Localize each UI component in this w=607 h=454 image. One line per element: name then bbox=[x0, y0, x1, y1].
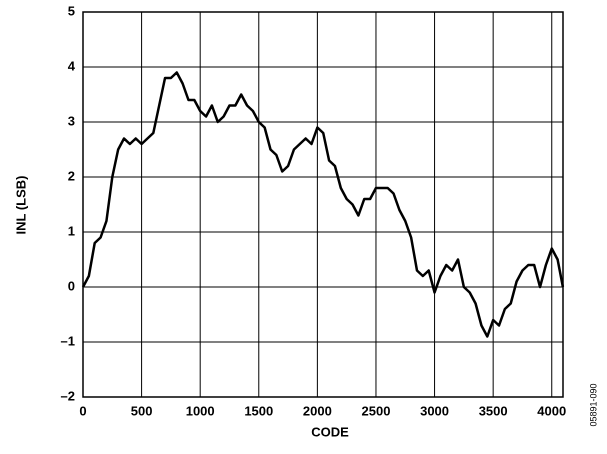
x-tick-label: 4000 bbox=[537, 403, 566, 418]
x-tick-label: 3000 bbox=[420, 403, 449, 418]
data-line bbox=[81, 71, 565, 338]
x-tick-label: 500 bbox=[131, 403, 153, 418]
figure-code: 05891-090 bbox=[588, 383, 598, 426]
y-axis-label: INL (LSB) bbox=[13, 176, 28, 235]
x-tick-label: 2500 bbox=[362, 403, 391, 418]
x-tick-label: 1500 bbox=[244, 403, 273, 418]
x-tick-label: 3500 bbox=[479, 403, 508, 418]
y-tick-label: 5 bbox=[68, 3, 75, 18]
y-tick-label: 3 bbox=[68, 113, 75, 128]
y-tick-label: 2 bbox=[68, 168, 75, 183]
y-tick-label: 4 bbox=[68, 58, 76, 73]
y-tick-label: –1 bbox=[61, 333, 75, 348]
plot-frame bbox=[82, 11, 564, 398]
x-tick-label: 2000 bbox=[303, 403, 332, 418]
x-tick-label: 0 bbox=[79, 403, 86, 418]
y-tick-label: –2 bbox=[61, 388, 75, 403]
x-tick-label: 1000 bbox=[186, 403, 215, 418]
y-tick-label: 0 bbox=[68, 278, 75, 293]
y-tick-label: 1 bbox=[68, 223, 75, 238]
x-axis-label: CODE bbox=[311, 424, 349, 439]
